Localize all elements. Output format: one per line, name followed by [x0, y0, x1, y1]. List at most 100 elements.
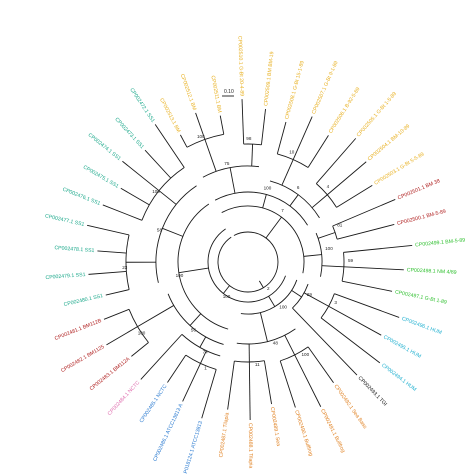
clade-stem: [303, 292, 329, 307]
clade-stem: [189, 313, 202, 326]
support-value: 6: [297, 185, 300, 190]
leaf-branch: [180, 134, 188, 148]
leaf-label: CP002481.1 BM112B: [54, 318, 103, 342]
leaf-branch: [279, 360, 296, 408]
leaf-branch: [328, 305, 382, 336]
leaf-branch: [343, 266, 404, 271]
leaf-label: CP002496.1 HUM: [401, 316, 443, 336]
clade-stem: [265, 216, 282, 239]
leaf-label: CP002473.1 SS1: [113, 117, 145, 151]
support-value: 2: [267, 286, 270, 291]
clade-stem: [289, 194, 299, 207]
leaf-label: CP002478.1 SS1: [54, 245, 95, 254]
clade-arc: [221, 205, 305, 274]
support-value: 100: [197, 134, 205, 139]
support-value: 29: [307, 292, 313, 297]
leaf-branch: [122, 160, 160, 192]
support-value: 100: [325, 246, 333, 251]
leaf-label: CP002485.1 NCTC: [139, 383, 169, 424]
leaf-label: CP002500.1 BM-5-89: [397, 209, 447, 227]
support-value: 4: [327, 184, 330, 189]
clade-arc: [202, 165, 259, 178]
clade-stem: [317, 232, 336, 239]
leaf-branch: [334, 293, 400, 318]
leaf-label: CP002506.1 B-92-5-89: [328, 86, 362, 134]
leaf-label: CP002491.1 Bullfrog: [319, 408, 346, 454]
clade-stem: [262, 194, 267, 209]
support-value: 23: [122, 265, 128, 270]
leaf-branch: [219, 115, 225, 135]
clade-stem: [321, 265, 344, 268]
leaf-branch: [97, 250, 127, 254]
clade-stem: [222, 285, 230, 294]
clade-stem: [251, 144, 254, 167]
leaf-label: CP002477.1 SS1: [44, 213, 85, 228]
support-value: 74: [203, 349, 209, 354]
clade-stem: [268, 296, 276, 307]
leaf-branch: [307, 346, 334, 384]
clade-stem: [258, 280, 264, 288]
clade-stem: [158, 190, 177, 205]
leaf-branch: [292, 307, 358, 376]
leaf-label: CP002488.1 Tilapia: [247, 423, 254, 468]
clade-stem: [204, 139, 217, 172]
leaf-label: CP002505.1 G-Bt 1-5-89: [356, 91, 398, 138]
support-value: 100: [138, 331, 146, 336]
leaf-branch: [144, 149, 172, 179]
leaf-label: CP002492.1 Sea Bass: [333, 384, 368, 431]
leaf-branch: [336, 224, 395, 240]
clade-arc: [155, 185, 197, 283]
clade-stem: [303, 254, 322, 257]
leaf-branch: [87, 224, 130, 236]
support-value: 10: [289, 150, 295, 155]
clade-arc: [341, 252, 345, 282]
leaf-branch: [105, 289, 130, 296]
leaf-label: CP002483.1 BM112A: [89, 356, 132, 392]
clade-stem: [229, 167, 236, 194]
leaf-branch: [241, 99, 245, 145]
support-value: 100: [279, 304, 287, 309]
support-value: 58: [157, 228, 163, 233]
leaf-label: CP002484.1 NCTC: [107, 380, 142, 417]
leaf-label: CP002498.1 NM 4/89: [407, 267, 457, 276]
support-value: 100: [152, 189, 160, 194]
leaf-branch: [106, 326, 138, 346]
support-value: 100: [223, 294, 231, 299]
leaf-branch: [327, 161, 367, 196]
leaf-label: CP002480.1 SS1: [63, 293, 104, 308]
clade-arc: [214, 191, 308, 226]
clade-stem: [281, 159, 294, 186]
leaf-label: CP002490.1 Bullfrog: [293, 410, 314, 457]
clade-arc: [217, 231, 279, 293]
support-value: 100: [176, 273, 184, 278]
leaf-branch: [260, 108, 266, 145]
leaf-branch: [320, 317, 381, 364]
support-value: 59: [348, 258, 354, 263]
support-value: 1: [204, 366, 207, 371]
leaf-branch: [131, 342, 149, 357]
support-value: 3: [334, 300, 337, 305]
support-value: 11: [255, 362, 260, 367]
clade-stem: [284, 335, 296, 356]
leaf-branch: [167, 354, 187, 383]
leaf-branch: [140, 334, 183, 380]
support-value: 48: [273, 340, 279, 345]
leaf-branch: [307, 135, 329, 168]
leaf-branch: [154, 124, 185, 168]
leaf-label: CP002503.1 G-Bt 5-5-89: [373, 151, 425, 186]
clade-arc: [277, 153, 309, 168]
leaf-label: CP002513.1 BM: [158, 97, 181, 133]
leaf-label: CP002494.1 HUM: [380, 363, 417, 393]
scale-label: 0.10: [224, 89, 234, 95]
leaf-label: CP002475.1 SS1: [82, 164, 120, 189]
clade-stem: [199, 336, 207, 348]
leaf-label: CP002472.1 SS1: [128, 87, 155, 124]
clade-arc: [177, 203, 229, 330]
support-value: 81: [337, 223, 343, 228]
leaf-label: CP002489.1 Sea: [269, 407, 281, 447]
leaf-label: CP002482.1 BM1125: [60, 344, 106, 374]
leaf-branch: [276, 121, 287, 155]
clade-stem: [200, 350, 207, 364]
leaf-label: CP002474.1 SS1: [87, 132, 122, 162]
